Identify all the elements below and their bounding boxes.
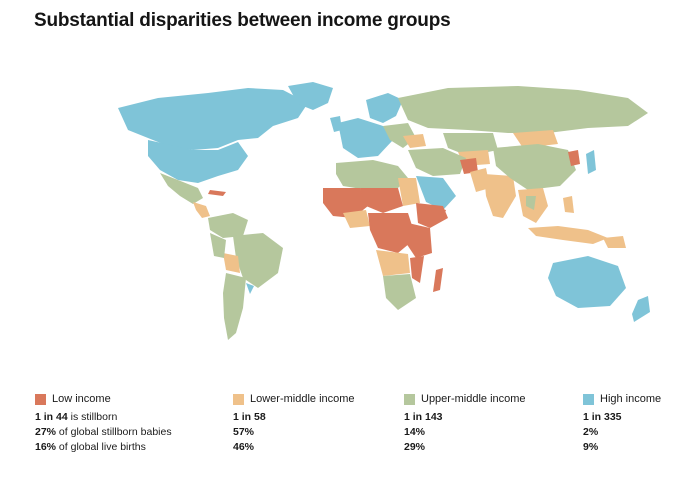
region-russia <box>398 86 648 133</box>
stillbirth-rate-lower-middle-income: 1 in 58 <box>233 411 266 423</box>
region-turkey-iran <box>408 148 466 176</box>
region-bolivia <box>223 253 240 273</box>
region-nigeria-coast <box>343 210 370 228</box>
region-china <box>493 144 576 190</box>
region-central-america <box>193 202 210 218</box>
world-map <box>98 78 658 363</box>
share-live-births-lower-middle-income: 46% <box>233 441 255 453</box>
region-egypt-sudan <box>398 178 420 206</box>
region-afghanistan <box>460 158 478 174</box>
legend-item-upper-middle-income: Upper-middle income 1 in 143 14% 29% <box>404 392 584 455</box>
region-philippines <box>563 196 574 213</box>
region-madagascar <box>433 268 443 292</box>
share-stillborn-upper-middle-income: 14% <box>404 426 426 438</box>
share-stillborn-lower-middle-income: 57% <box>233 426 255 438</box>
stillbirth-rate-low-income: 1 in 44 is stillborn <box>35 411 118 423</box>
region-new-zealand <box>632 296 650 322</box>
share-live-births-high-income: 9% <box>583 441 599 453</box>
share-stillborn-high-income: 2% <box>583 426 599 438</box>
region-mexico <box>160 173 203 204</box>
stillbirth-rate-high-income: 1 in 335 <box>583 411 622 423</box>
map-title: Substantial disparities between income g… <box>34 10 451 31</box>
region-north-africa <box>336 160 408 190</box>
share-live-births-low-income: 16% of global live births <box>35 441 146 453</box>
region-mongolia <box>513 130 558 148</box>
region-sahel <box>360 188 403 213</box>
legend-label-high-income: High income <box>600 393 662 405</box>
region-ukraine <box>403 134 426 148</box>
legend-item-high-income: High income 1 in 335 2% 9% <box>583 392 693 455</box>
region-western-europe <box>338 118 393 158</box>
legend-label-low-income: Low income <box>52 393 111 405</box>
region-korea <box>568 150 580 166</box>
swatch-high-income <box>583 393 594 405</box>
region-west-africa <box>323 188 368 218</box>
legend-label-lower-middle-income: Lower-middle income <box>250 393 355 405</box>
swatch-upper-middle-income <box>404 393 415 405</box>
share-stillborn-low-income: 27% of global stillborn babies <box>35 426 172 438</box>
region-canada <box>118 88 308 150</box>
region-india <box>484 174 516 218</box>
world-map-svg <box>118 82 650 340</box>
region-southern-africa <box>383 274 416 310</box>
region-greenland <box>288 82 333 110</box>
legend-item-lower-middle-income: Lower-middle income 1 in 58 57% 46% <box>233 392 413 455</box>
region-australia <box>548 256 626 308</box>
region-horn-of-africa <box>416 203 448 228</box>
region-peru <box>210 233 226 258</box>
region-pakistan <box>470 168 490 192</box>
legend-label-upper-middle-income: Upper-middle income <box>421 393 526 405</box>
region-japan <box>586 150 596 174</box>
region-uk <box>330 116 342 132</box>
stillbirth-rate-upper-middle-income: 1 in 143 <box>404 411 443 423</box>
region-thailand <box>526 196 536 210</box>
swatch-lower-middle-income <box>233 393 244 405</box>
region-scandinavia <box>366 93 403 123</box>
region-chile-argentina <box>223 273 246 340</box>
region-central-africa <box>368 213 416 253</box>
legend: Low income 1 in 44 is stillborn 27% of g… <box>0 392 700 462</box>
region-brazil <box>233 233 283 288</box>
region-uruguay <box>246 283 254 294</box>
share-live-births-upper-middle-income: 29% <box>404 441 426 453</box>
swatch-low-income <box>35 393 46 405</box>
region-caribbean <box>208 190 226 196</box>
legend-item-low-income: Low income 1 in 44 is stillborn 27% of g… <box>35 392 215 455</box>
region-papua <box>603 236 626 248</box>
region-colombia-venezuela <box>208 213 248 238</box>
region-arabia <box>416 176 456 210</box>
region-angola-zambia <box>376 250 410 276</box>
region-indonesia <box>528 226 608 244</box>
region-east-africa <box>406 223 432 258</box>
region-usa <box>148 140 248 183</box>
region-mozambique <box>410 256 424 283</box>
